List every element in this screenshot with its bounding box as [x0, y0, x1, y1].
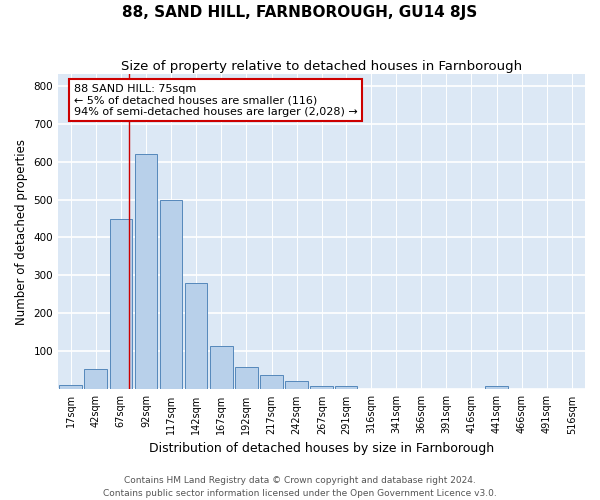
Bar	[235, 366, 258, 390]
Bar	[185, 283, 208, 390]
Bar	[134, 154, 157, 390]
Bar	[335, 386, 357, 390]
Title: Size of property relative to detached houses in Farnborough: Size of property relative to detached ho…	[121, 60, 522, 73]
Bar	[286, 381, 308, 390]
Bar	[160, 200, 182, 390]
Bar	[85, 368, 107, 390]
Text: 88, SAND HILL, FARNBOROUGH, GU14 8JS: 88, SAND HILL, FARNBOROUGH, GU14 8JS	[122, 5, 478, 20]
Bar	[210, 346, 233, 390]
Bar	[59, 385, 82, 390]
Y-axis label: Number of detached properties: Number of detached properties	[15, 139, 28, 325]
X-axis label: Distribution of detached houses by size in Farnborough: Distribution of detached houses by size …	[149, 442, 494, 455]
Bar	[110, 218, 132, 390]
Text: 88 SAND HILL: 75sqm
← 5% of detached houses are smaller (116)
94% of semi-detach: 88 SAND HILL: 75sqm ← 5% of detached hou…	[74, 84, 358, 117]
Bar	[260, 376, 283, 390]
Bar	[485, 386, 508, 390]
Bar	[310, 386, 333, 390]
Text: Contains HM Land Registry data © Crown copyright and database right 2024.
Contai: Contains HM Land Registry data © Crown c…	[103, 476, 497, 498]
